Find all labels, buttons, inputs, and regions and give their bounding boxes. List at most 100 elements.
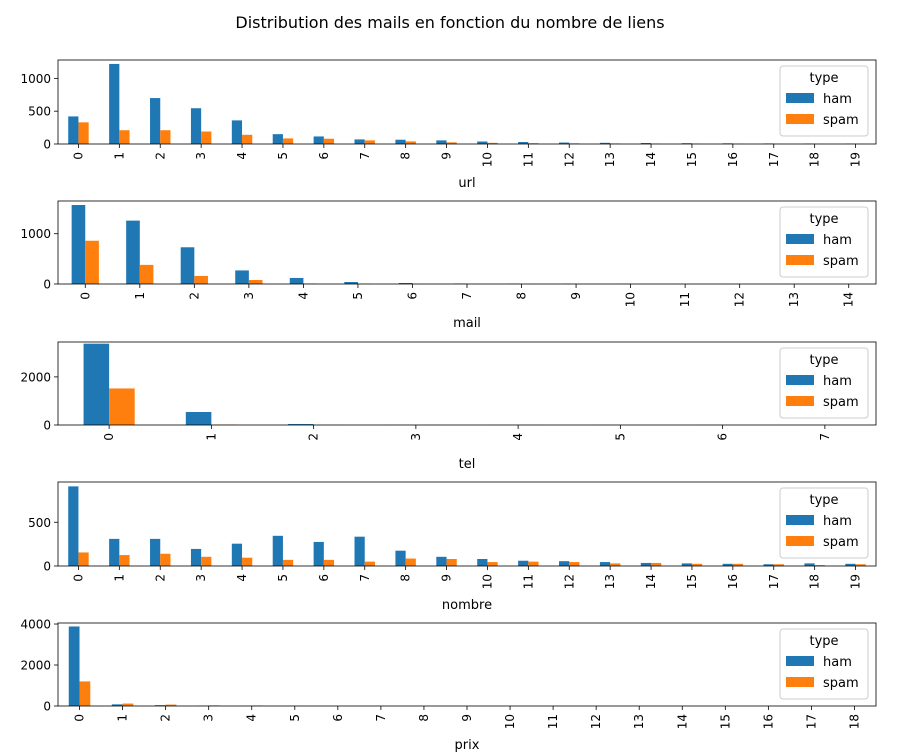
x-tick-label: 2 bbox=[153, 574, 167, 582]
bar-prix-ham-2 bbox=[154, 705, 166, 706]
axes-frame bbox=[57, 341, 877, 426]
x-tick-label: 8 bbox=[417, 714, 431, 722]
x-tick-label: 12 bbox=[589, 714, 603, 729]
bar-nombre-ham-8 bbox=[395, 550, 406, 566]
x-tick-label: 6 bbox=[317, 574, 331, 582]
bar-nombre-ham-7 bbox=[354, 536, 365, 566]
bar-mail-ham-1 bbox=[126, 220, 140, 284]
legend-swatch-spam bbox=[786, 677, 814, 687]
x-tick-label: 7 bbox=[358, 574, 372, 582]
bar-url-spam-3 bbox=[201, 131, 212, 144]
x-tick-label: 16 bbox=[726, 152, 740, 167]
bar-prix-spam-0 bbox=[79, 681, 91, 706]
x-tick-label: 1 bbox=[112, 574, 126, 582]
legend-swatch-ham bbox=[786, 93, 814, 103]
x-tick-label: 7 bbox=[460, 292, 474, 300]
x-tick-label: 6 bbox=[317, 152, 331, 160]
x-tick-label: 18 bbox=[847, 714, 861, 729]
y-tick-label: 2000 bbox=[20, 370, 51, 384]
x-tick-label: 0 bbox=[78, 292, 92, 300]
x-tick-label: 4 bbox=[235, 152, 249, 160]
bar-tel-ham-1 bbox=[185, 412, 212, 425]
x-tick-label: 7 bbox=[818, 433, 832, 441]
bar-mail-spam-3 bbox=[248, 279, 263, 284]
bar-nombre-ham-5 bbox=[272, 535, 283, 566]
x-axis-label: mail bbox=[453, 316, 481, 331]
legend-label-spam: spam bbox=[823, 676, 859, 691]
legend-title: type bbox=[809, 634, 838, 649]
bar-nombre-spam-15 bbox=[691, 563, 703, 566]
legend: type ham spam bbox=[779, 347, 869, 419]
bar-nombre-ham-17 bbox=[763, 564, 774, 566]
bar-nombre-ham-14 bbox=[640, 562, 652, 566]
bar-nombre-ham-16 bbox=[722, 563, 733, 566]
legend-swatch-spam bbox=[786, 536, 814, 546]
bar-url-spam-2 bbox=[160, 130, 171, 144]
bar-url-ham-11 bbox=[518, 142, 529, 144]
bar-url-ham-0 bbox=[68, 116, 79, 144]
bar-nombre-ham-1 bbox=[109, 538, 120, 567]
x-tick-label: 2 bbox=[159, 714, 173, 722]
x-tick-label: 14 bbox=[644, 152, 658, 167]
x-tick-label: 13 bbox=[603, 152, 617, 167]
bar-url-ham-10 bbox=[477, 141, 488, 144]
bar-url-ham-13 bbox=[599, 142, 611, 144]
x-tick-label: 9 bbox=[440, 574, 454, 582]
y-tick-label: 0 bbox=[43, 138, 51, 152]
x-tick-label: 19 bbox=[849, 152, 863, 167]
x-tick-label: 10 bbox=[624, 292, 638, 307]
x-tick-label: 13 bbox=[787, 292, 801, 307]
y-tick-label: 2000 bbox=[20, 659, 51, 673]
legend-swatch-spam bbox=[786, 114, 814, 124]
figure-title: Distribution des mails en fonction du no… bbox=[235, 13, 664, 32]
bar-nombre-ham-9 bbox=[436, 556, 447, 566]
bar-nombre-spam-12 bbox=[569, 562, 580, 566]
legend-swatch-spam bbox=[786, 255, 814, 265]
x-tick-label: 0 bbox=[102, 433, 116, 441]
x-tick-label: 17 bbox=[804, 714, 818, 729]
bar-nombre-spam-11 bbox=[528, 561, 539, 567]
legend-swatch-ham bbox=[786, 375, 814, 385]
x-tick-label: 12 bbox=[562, 152, 576, 167]
y-tick-label: 500 bbox=[28, 105, 51, 119]
x-tick-label: 10 bbox=[480, 152, 494, 167]
x-tick-label: 6 bbox=[331, 714, 345, 722]
bar-prix-spam-2 bbox=[165, 704, 177, 706]
x-tick-label: 9 bbox=[569, 292, 583, 300]
x-tick-label: 0 bbox=[73, 714, 87, 722]
x-tick-label: 9 bbox=[460, 714, 474, 722]
x-tick-label: 11 bbox=[521, 574, 535, 589]
bar-url-spam-8 bbox=[405, 141, 416, 145]
bar-mail-ham-6 bbox=[398, 282, 413, 284]
bar-nombre-ham-10 bbox=[477, 559, 488, 566]
bar-nombre-ham-6 bbox=[313, 541, 324, 566]
bar-mail-ham-3 bbox=[235, 270, 249, 284]
bar-nombre-ham-19 bbox=[845, 563, 856, 566]
x-tick-label: 4 bbox=[296, 292, 310, 300]
x-tick-label: 11 bbox=[546, 714, 560, 729]
axes-frame bbox=[57, 622, 877, 707]
x-tick-label: 8 bbox=[515, 292, 529, 300]
x-tick-label: 3 bbox=[194, 574, 208, 582]
bar-nombre-spam-3 bbox=[201, 556, 212, 566]
y-tick-label: 500 bbox=[28, 516, 51, 530]
bar-mail-ham-4 bbox=[289, 277, 304, 284]
x-tick-label: 11 bbox=[678, 292, 692, 307]
x-tick-label: 8 bbox=[399, 152, 413, 160]
x-tick-label: 0 bbox=[71, 574, 85, 582]
bar-nombre-spam-5 bbox=[282, 559, 294, 567]
bar-url-spam-5 bbox=[282, 138, 294, 144]
bar-nombre-spam-8 bbox=[405, 558, 416, 566]
bar-url-spam-9 bbox=[446, 142, 457, 144]
x-tick-label: 5 bbox=[351, 292, 365, 300]
x-tick-label: 5 bbox=[288, 714, 302, 722]
bar-mail-spam-0 bbox=[85, 240, 99, 284]
legend-title: type bbox=[809, 212, 838, 227]
x-tick-label: 16 bbox=[726, 574, 740, 589]
bar-nombre-spam-9 bbox=[446, 559, 457, 566]
legend-label-spam: spam bbox=[823, 113, 859, 128]
